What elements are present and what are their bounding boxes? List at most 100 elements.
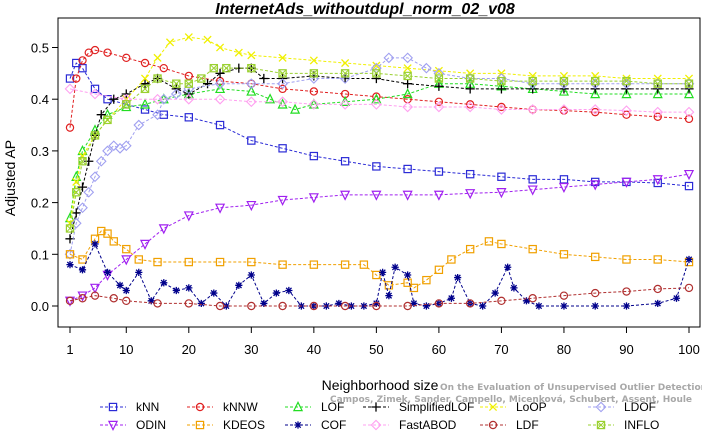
data-point-cof <box>372 299 380 308</box>
legend-label: LDF <box>516 418 539 432</box>
data-point-fastabod <box>64 83 76 95</box>
data-point-inflo <box>278 69 287 78</box>
data-point-loop <box>165 38 175 47</box>
x-tick-label: 10 <box>119 342 133 357</box>
data-point-ldf <box>109 294 118 303</box>
data-point-ldof <box>95 155 107 167</box>
data-point-simplifiedlof <box>259 73 269 84</box>
data-point-cof <box>122 286 130 295</box>
data-point-fastabod <box>245 96 257 108</box>
series-knn <box>65 58 694 191</box>
data-point-knn <box>340 157 350 166</box>
data-point-ldf <box>153 299 162 308</box>
data-point-knnw <box>497 102 506 112</box>
data-point-inflo <box>465 74 475 83</box>
series-line-kdeos <box>69 230 690 289</box>
data-point-knn <box>497 172 506 181</box>
data-point-knn <box>465 169 475 179</box>
data-point-lof <box>402 88 413 99</box>
data-point-ldof <box>277 78 288 90</box>
data-point-kdeos <box>134 255 143 264</box>
legend-marker <box>108 402 118 412</box>
data-point-odin <box>558 182 570 194</box>
data-point-fastabod <box>558 104 570 115</box>
data-point-fastabod <box>496 104 507 115</box>
data-point-ldf <box>622 287 631 296</box>
data-point-kdeos <box>309 260 319 269</box>
data-point-kdeos <box>109 237 118 246</box>
series-line-loop <box>69 36 689 224</box>
data-point-inflo <box>153 74 162 83</box>
legend-label: INFLO <box>624 418 659 432</box>
data-point-fastabod <box>89 88 101 100</box>
data-point-simplifiedlof <box>96 110 106 120</box>
y-tick-label: 0.3 <box>31 144 49 159</box>
data-point-kdeos <box>591 252 600 262</box>
legend-label: ODIN <box>136 418 166 432</box>
data-point-inflo <box>65 224 75 233</box>
data-point-knnw <box>622 110 631 119</box>
legend: kNN kNNW LOF SimplifiedLOF LoOP LDOF ODIN KDEOS… <box>100 400 659 432</box>
legend-marker <box>488 402 498 412</box>
data-point-ldf <box>559 291 569 300</box>
data-point-cof <box>335 299 343 308</box>
legend-item-kdeos: KDEOS <box>187 418 265 432</box>
data-point-cof <box>147 297 155 305</box>
data-point-knnw <box>90 45 100 55</box>
data-point-fastabod <box>527 104 539 115</box>
data-point-lof <box>590 88 601 99</box>
data-point-odin <box>121 255 132 266</box>
legend-marker <box>370 419 382 431</box>
data-point-ldf <box>403 301 412 311</box>
legend-marker <box>292 401 304 412</box>
data-point-kdeos <box>122 244 131 254</box>
data-point-cof <box>685 255 693 264</box>
legend-marker <box>371 402 381 412</box>
legend-item-cof: COF <box>285 418 346 432</box>
data-point-ldf <box>653 284 662 294</box>
y-tick-label: 0.5 <box>31 41 49 56</box>
data-point-simplifiedlof <box>496 84 507 94</box>
data-point-knn <box>140 105 150 114</box>
legend-marker <box>107 420 119 431</box>
data-point-ldf <box>65 296 75 306</box>
data-point-odin <box>214 203 226 214</box>
data-point-knnw <box>309 87 319 96</box>
data-point-cof <box>410 299 418 308</box>
series-simplifiedlof <box>65 63 694 244</box>
plot-area <box>57 17 701 328</box>
y-axis: 0.0 0.1 0.2 0.3 0.4 0.5 <box>31 41 58 314</box>
data-point-inflo <box>78 157 87 166</box>
data-point-cof <box>654 299 662 308</box>
data-point-knnw <box>122 53 131 63</box>
data-point-knnw <box>434 97 444 106</box>
data-point-knn <box>528 175 537 184</box>
data-point-ldf <box>215 301 225 311</box>
data-point-cof <box>160 279 168 287</box>
data-point-loop <box>234 48 243 57</box>
data-point-knn <box>184 113 193 122</box>
data-point-cof <box>260 299 268 308</box>
legend-label: kNNW <box>223 400 258 414</box>
y-axis-label: Adjusted AP <box>2 140 18 216</box>
x-tick-label: 70 <box>494 342 508 357</box>
data-point-loop <box>278 53 287 62</box>
data-point-ldf <box>591 288 600 298</box>
data-point-cof <box>504 263 512 271</box>
series-odin <box>64 169 695 307</box>
legend-label: COF <box>321 418 346 432</box>
data-point-cof <box>622 302 631 310</box>
legend-marker <box>195 420 205 430</box>
data-point-lof <box>371 93 382 104</box>
data-point-fastabod <box>589 104 601 115</box>
data-point-knnw <box>591 107 600 117</box>
data-point-knnw <box>140 58 150 68</box>
data-point-ldf <box>497 296 506 306</box>
data-point-cof <box>197 299 205 308</box>
data-point-lof <box>214 82 226 94</box>
data-point-knnw <box>159 63 168 73</box>
data-point-odin <box>89 283 101 294</box>
data-point-cof <box>510 284 518 292</box>
data-point-odin <box>527 185 538 196</box>
